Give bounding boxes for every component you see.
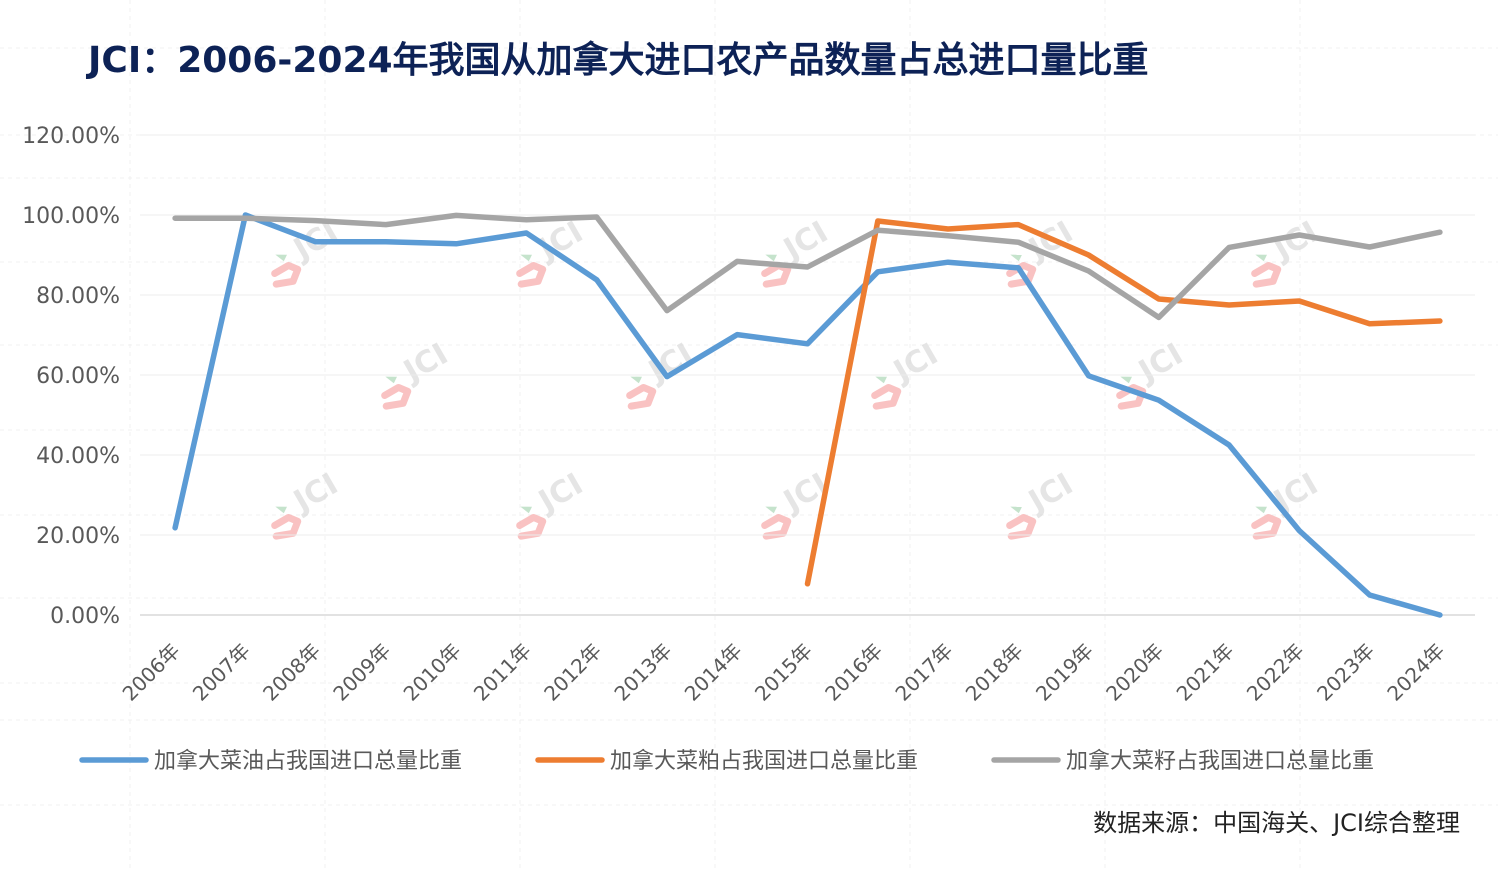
x-tick-label: 2010年 bbox=[399, 639, 466, 706]
watermark-logo-mark bbox=[271, 513, 302, 540]
watermark: JCI bbox=[761, 215, 834, 288]
series-line-3 bbox=[172, 212, 1443, 321]
y-axis-ticks: 0.00% 20.00% 40.00% 60.00% 80.00% 100.00% 120.… bbox=[22, 124, 120, 629]
watermark-logo-leaf bbox=[630, 376, 642, 384]
y-tick-label: 0.00% bbox=[50, 604, 120, 629]
y-tick-label: 20.00% bbox=[36, 524, 120, 549]
watermark-logo-leaf bbox=[1255, 254, 1267, 262]
watermark: JCI bbox=[1251, 467, 1324, 540]
watermark-logo-mark bbox=[761, 513, 792, 540]
legend-label: 加拿大菜籽占我国进口总量比重 bbox=[1066, 748, 1374, 774]
watermark-text: JCI bbox=[286, 467, 344, 520]
watermark: JCI bbox=[626, 337, 699, 410]
watermark-logo-mark bbox=[381, 383, 412, 410]
watermark-logo-leaf bbox=[765, 254, 777, 262]
watermark: JCI bbox=[381, 337, 454, 410]
watermark-logo-mark bbox=[1251, 513, 1282, 540]
watermark-text: JCI bbox=[531, 467, 589, 520]
watermark-logo-leaf bbox=[520, 506, 532, 514]
watermark-logo-leaf bbox=[385, 376, 397, 384]
watermark-logo-leaf bbox=[1010, 506, 1022, 514]
legend-label: 加拿大菜油占我国进口总量比重 bbox=[154, 748, 462, 774]
watermark-logo-leaf bbox=[1255, 506, 1267, 514]
x-tick-label: 2016年 bbox=[820, 639, 887, 706]
x-tick-label: 2019年 bbox=[1031, 639, 1098, 706]
series-line-1 bbox=[172, 212, 1443, 618]
x-axis-ticks: 2006年 2007年 2008年 2009年 2010年 2011年 2012年 2013年… bbox=[118, 639, 1450, 706]
watermark: JCI bbox=[1006, 467, 1079, 540]
watermark-logo-leaf bbox=[520, 254, 532, 262]
watermark-text: JCI bbox=[1021, 467, 1079, 520]
watermark-text: JCI bbox=[396, 337, 454, 390]
x-tick-label: 2024年 bbox=[1382, 639, 1449, 706]
x-tick-label: 2022年 bbox=[1242, 639, 1309, 706]
watermark-logo-leaf bbox=[1010, 254, 1022, 262]
source-note: 数据来源：中国海关、JCI综合整理 bbox=[1093, 809, 1460, 837]
watermark: JCI bbox=[516, 215, 589, 288]
x-tick-label: 2013年 bbox=[609, 639, 676, 706]
watermark-logo-mark bbox=[1006, 513, 1037, 540]
y-tick-label: 80.00% bbox=[36, 284, 120, 309]
x-tick-label: 2015年 bbox=[750, 639, 817, 706]
x-tick-label: 2012年 bbox=[539, 639, 606, 706]
x-tick-label: 2014年 bbox=[680, 639, 747, 706]
x-tick-label: 2007年 bbox=[188, 639, 255, 706]
series-line-2 bbox=[804, 218, 1443, 587]
series-layer bbox=[172, 212, 1443, 618]
y-tick-label: 60.00% bbox=[36, 364, 120, 389]
watermark-logo-leaf bbox=[875, 376, 887, 384]
watermark-logo-leaf bbox=[1120, 376, 1132, 384]
legend-label: 加拿大菜粕占我国进口总量比重 bbox=[610, 748, 918, 774]
watermark-text: JCI bbox=[1266, 467, 1324, 520]
y-tick-label: 100.00% bbox=[22, 204, 120, 229]
watermark: JCI bbox=[1116, 337, 1189, 410]
watermark-logo-leaf bbox=[765, 506, 777, 514]
y-tick-label: 40.00% bbox=[36, 444, 120, 469]
watermark-logo-mark bbox=[271, 261, 302, 288]
watermark: JCI bbox=[271, 467, 344, 540]
x-tick-label: 2008年 bbox=[258, 639, 325, 706]
watermark-logo-mark bbox=[1251, 261, 1282, 288]
watermark: JCI bbox=[871, 337, 944, 410]
watermark-logo-mark bbox=[761, 261, 792, 288]
watermark-logo-mark bbox=[516, 513, 547, 540]
watermark-logo-mark bbox=[516, 261, 547, 288]
x-tick-label: 2018年 bbox=[961, 639, 1028, 706]
x-tick-label: 2009年 bbox=[328, 639, 395, 706]
legend: 加拿大菜油占我国进口总量比重 加拿大菜粕占我国进口总量比重 加拿大菜籽占我国进口总量… bbox=[79, 748, 1374, 774]
x-tick-label: 2021年 bbox=[1172, 639, 1239, 706]
x-tick-label: 2017年 bbox=[890, 639, 957, 706]
x-tick-label: 2023年 bbox=[1312, 639, 1379, 706]
watermark-text: JCI bbox=[886, 337, 944, 390]
gridlines bbox=[140, 134, 1475, 536]
watermark-text: JCI bbox=[1131, 337, 1189, 390]
watermark-logo-leaf bbox=[275, 254, 287, 262]
y-tick-label: 120.00% bbox=[22, 124, 120, 149]
x-tick-label: 2011年 bbox=[469, 639, 536, 706]
watermark-logo-leaf bbox=[275, 506, 287, 514]
x-tick-label: 2020年 bbox=[1101, 639, 1168, 706]
chart-title: JCI：2006-2024年我国从加拿大进口农产品数量占总进口量比重 bbox=[85, 39, 1149, 81]
watermark: JCI bbox=[1251, 215, 1324, 288]
watermark-logo-mark bbox=[626, 383, 657, 410]
watermark: JCI bbox=[516, 467, 589, 540]
watermark-logo-mark bbox=[871, 383, 902, 410]
x-tick-label: 2006年 bbox=[118, 639, 185, 706]
